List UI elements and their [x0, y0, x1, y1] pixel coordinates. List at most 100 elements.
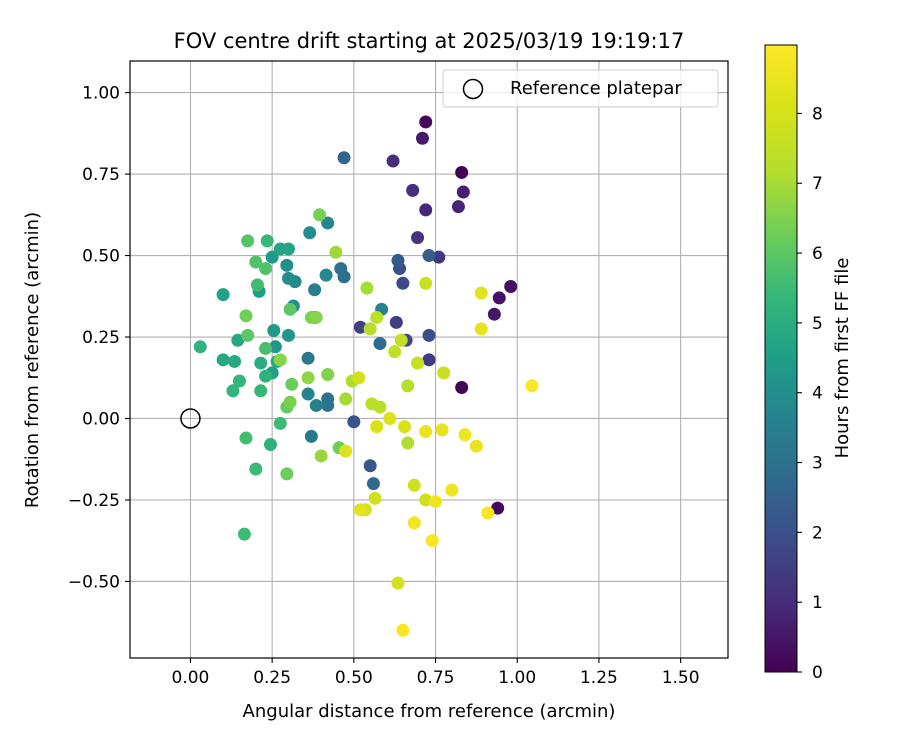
data-point: [419, 425, 433, 439]
data-point: [321, 216, 335, 230]
colorbar-tick-label: 6: [812, 244, 823, 264]
data-point: [303, 226, 317, 240]
data-point: [363, 459, 377, 473]
data-point: [391, 576, 405, 590]
data-point: [334, 262, 348, 276]
data-point: [237, 527, 251, 541]
data-point: [265, 250, 279, 264]
data-point: [407, 516, 421, 530]
colorbar-tick-label: 4: [812, 384, 823, 404]
data-point: [254, 356, 268, 370]
data-point: [373, 337, 387, 351]
data-point: [313, 208, 327, 222]
colorbar-tick-label: 2: [812, 523, 823, 543]
y-axis-label: Rotation from reference (arcmin): [22, 212, 43, 508]
data-point: [249, 255, 263, 269]
x-tick-label: 0.75: [417, 668, 455, 688]
data-point: [429, 495, 443, 509]
data-point: [422, 249, 436, 263]
chart-title: FOV centre drift starting at 2025/03/19 …: [174, 29, 685, 53]
data-point: [281, 271, 295, 285]
data-point: [301, 351, 315, 365]
data-point: [456, 185, 470, 199]
data-point: [474, 322, 488, 336]
data-point: [469, 439, 483, 453]
data-point: [370, 420, 384, 434]
data-point: [455, 381, 469, 395]
data-point: [260, 234, 274, 248]
colorbar-ticks: 0 1 2 3 4 5 6 7 8: [797, 104, 823, 683]
legend: Reference platepar: [442, 69, 719, 108]
data-point: [492, 291, 506, 305]
data-point: [301, 387, 315, 401]
data-point: [241, 328, 255, 342]
data-point: [329, 245, 343, 259]
data-point: [366, 477, 380, 491]
colorbar-tick-label: 8: [812, 104, 823, 124]
x-tick-label: 1.00: [498, 668, 536, 688]
data-point: [239, 309, 253, 323]
y-tick-label: −0.25: [68, 491, 120, 511]
plot-frame: [129, 60, 729, 659]
data-point: [268, 340, 282, 354]
data-point: [388, 345, 402, 359]
data-point: [407, 478, 421, 492]
data-point: [406, 183, 420, 197]
y-tick-label: 1.00: [82, 84, 120, 104]
data-point: [487, 307, 501, 321]
data-point: [419, 493, 433, 507]
data-point: [353, 320, 367, 334]
data-point: [396, 623, 410, 637]
x-axis-ticks: 0.00 0.25 0.50 0.75 1.00 1.25 1.50: [172, 658, 700, 688]
data-point: [491, 501, 505, 515]
data-point: [455, 165, 469, 179]
data-point: [365, 397, 379, 411]
data-point: [280, 258, 294, 272]
data-point: [504, 280, 518, 294]
data-point: [352, 371, 366, 385]
data-point: [285, 377, 299, 391]
data-point: [339, 444, 353, 458]
data-points: [193, 115, 539, 637]
data-point: [249, 462, 263, 476]
colorbar-gradient: [764, 44, 798, 673]
data-point: [321, 398, 335, 412]
colorbar: 0 1 2 3 4 5 6 7 8 Hours from first FF file: [764, 44, 853, 683]
data-point: [337, 151, 351, 165]
data-point: [250, 278, 264, 292]
data-point: [319, 268, 333, 282]
data-point: [254, 384, 268, 398]
x-axis-label: Angular distance from reference (arcmin): [243, 701, 616, 722]
legend-label: Reference platepar: [510, 78, 682, 99]
legend-box: [442, 69, 719, 108]
data-point: [383, 411, 397, 425]
data-point: [419, 115, 433, 129]
data-point: [314, 449, 328, 463]
data-point: [411, 356, 425, 370]
data-point: [241, 234, 255, 248]
data-point: [308, 283, 322, 297]
data-point: [432, 250, 446, 264]
data-point: [193, 340, 207, 354]
data-point: [368, 491, 382, 505]
data-point: [280, 467, 294, 481]
data-point: [411, 231, 425, 245]
colorbar-tick-label: 1: [812, 593, 823, 613]
data-point: [259, 341, 273, 355]
data-point: [283, 302, 297, 316]
data-point: [363, 322, 377, 336]
colorbar-tick-label: 0: [812, 663, 823, 683]
data-point: [419, 276, 433, 290]
y-tick-label: 0.50: [82, 247, 120, 267]
data-point: [422, 353, 436, 367]
data-point: [226, 384, 240, 398]
data-point: [481, 506, 495, 520]
y-tick-label: 0.25: [82, 328, 120, 348]
colorbar-tick-label: 5: [812, 314, 823, 334]
data-point: [309, 398, 323, 412]
data-point: [259, 262, 273, 276]
data-point: [301, 371, 315, 385]
data-point: [283, 395, 297, 409]
x-tick-label: 0.25: [253, 668, 291, 688]
